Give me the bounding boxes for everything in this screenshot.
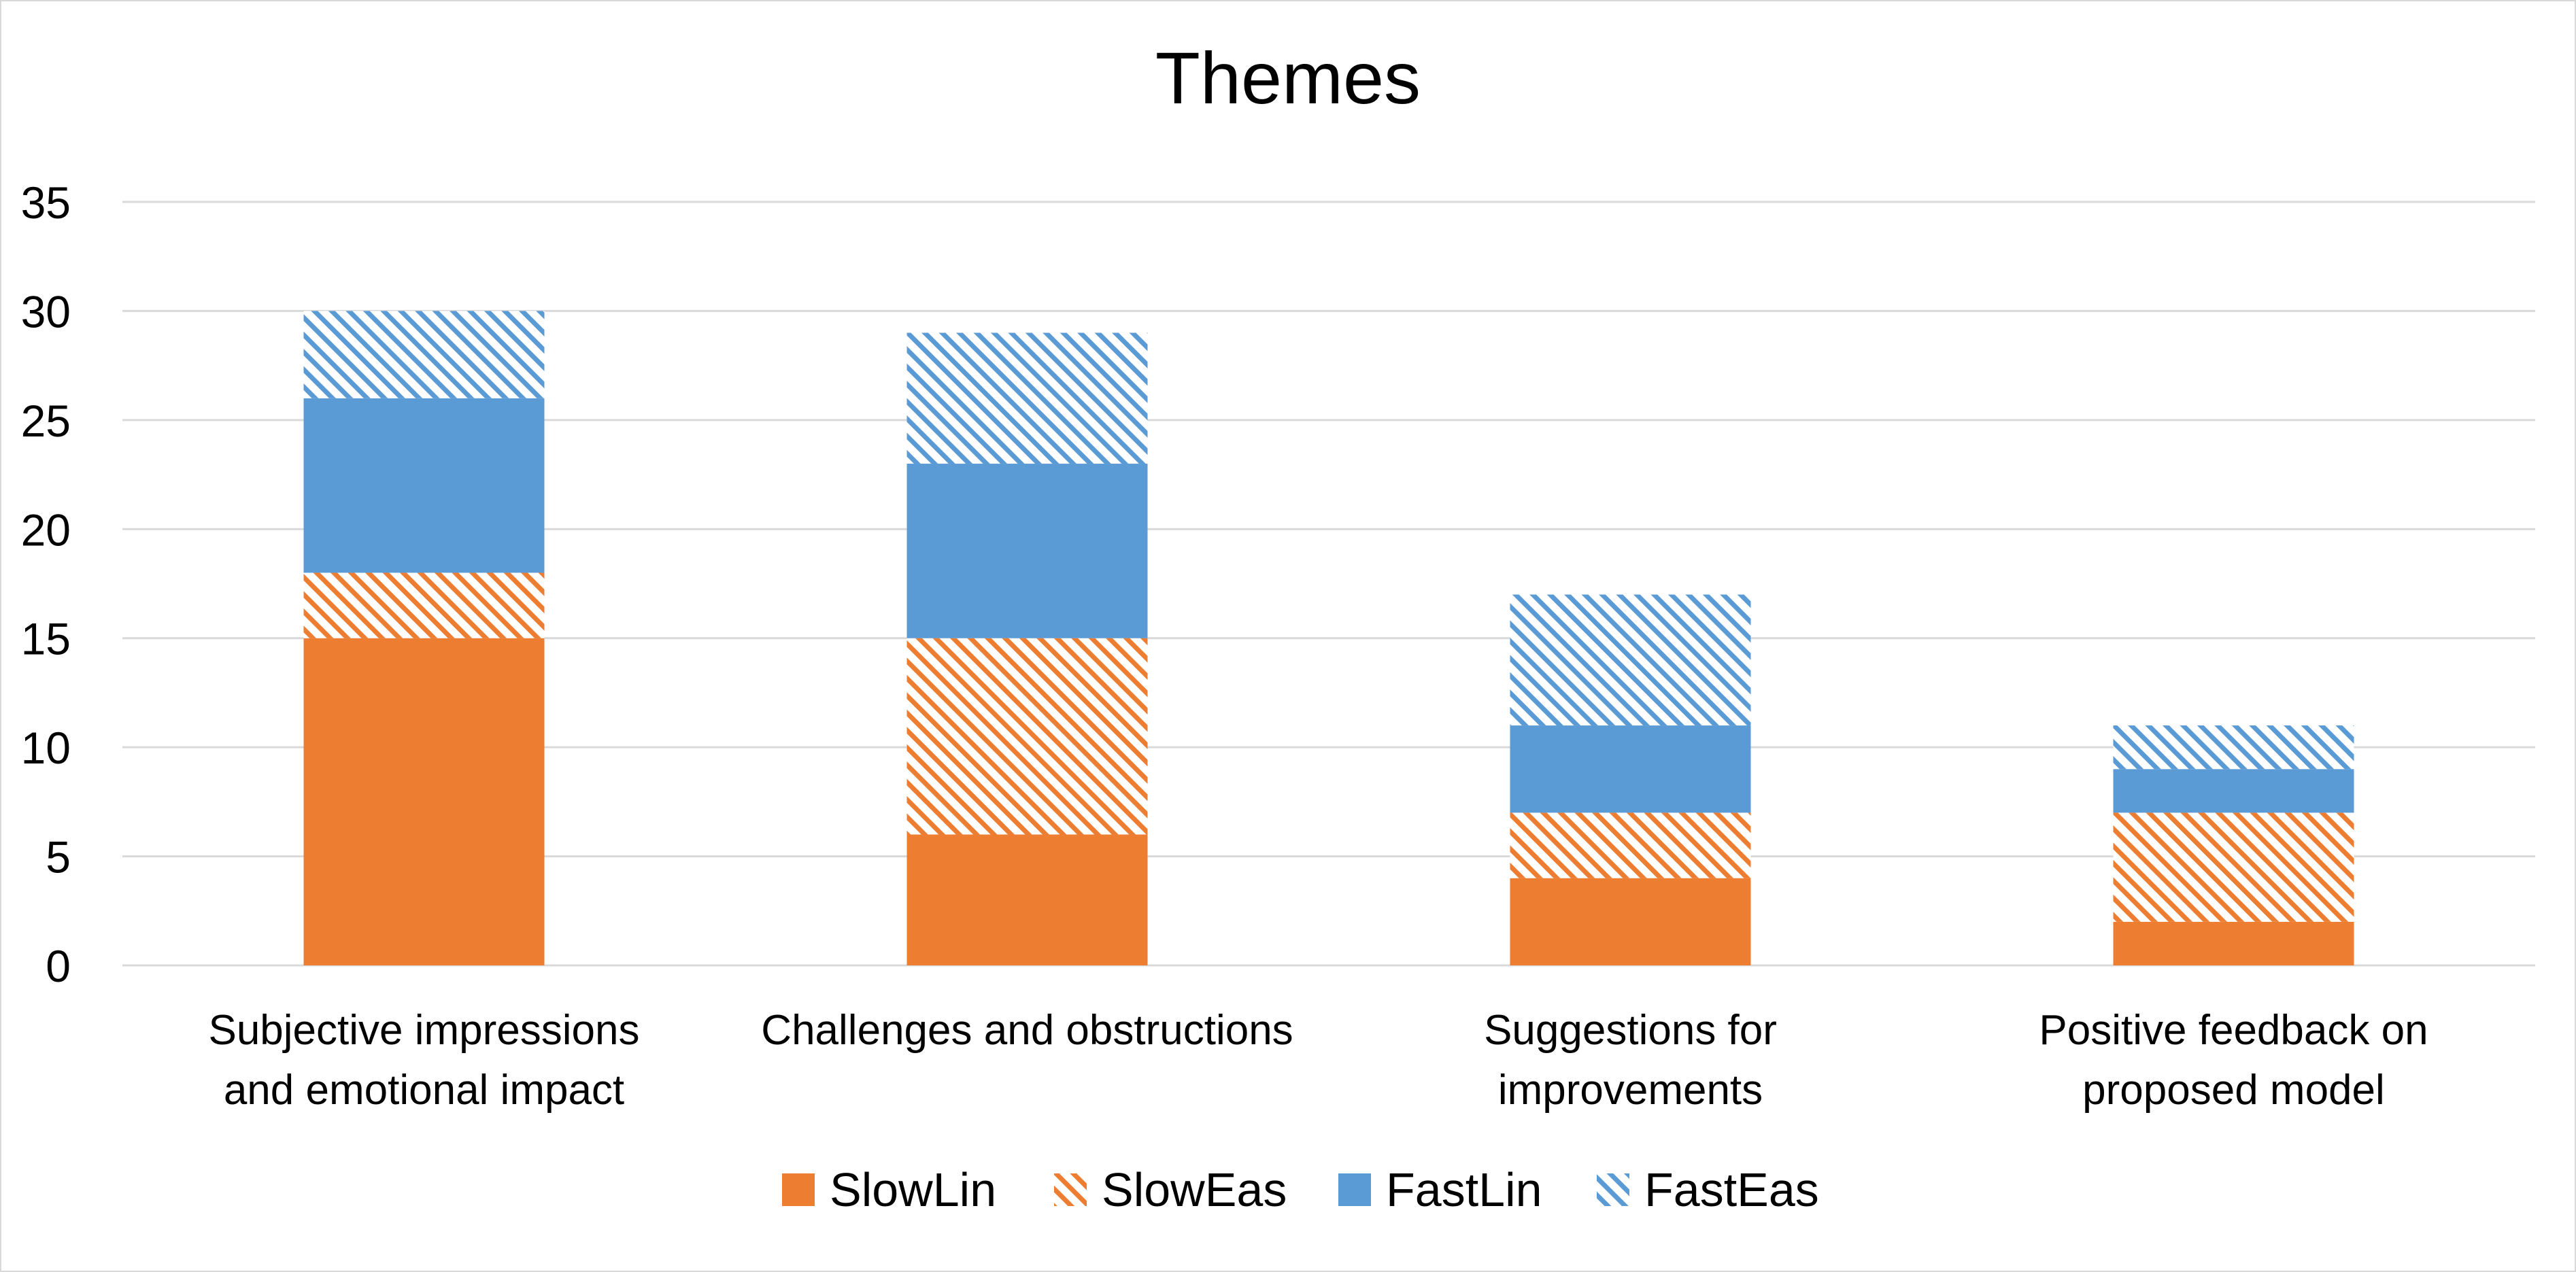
x-category-label: improvements <box>1498 1067 1763 1114</box>
bar-segment-fastlin <box>2113 769 2354 813</box>
bar-segment-sloweas <box>303 572 545 638</box>
bar-segment-fastlin <box>1510 725 1751 813</box>
legend-label: FastEas <box>1644 1163 1819 1216</box>
legend: SlowLin SlowEas FastLin FastEas <box>782 1163 1819 1216</box>
y-tick-label: 20 <box>21 504 71 555</box>
bar-segment-sloweas <box>1510 812 1751 878</box>
bar-segment-fasteas <box>2113 725 2354 770</box>
y-tick-label: 5 <box>46 832 71 882</box>
x-category-label: Challenges and obstructions <box>761 1007 1293 1054</box>
legend-swatch <box>1338 1173 1371 1206</box>
x-category-label: Suggestions for <box>1484 1007 1777 1054</box>
bar-segment-fastlin <box>303 398 545 573</box>
bars <box>303 311 2354 965</box>
y-tick-label: 25 <box>21 396 71 446</box>
y-tick-label: 30 <box>21 286 71 337</box>
x-axis-category-labels: Subjective impressions and emotional impa… <box>208 1007 2428 1114</box>
legend-item-fastlin[interactable]: FastLin <box>1338 1163 1542 1216</box>
legend-item-slowlin[interactable]: SlowLin <box>782 1163 996 1216</box>
bar-segment-slowlin <box>1510 878 1751 965</box>
y-tick-label: 15 <box>21 614 71 664</box>
bar-segment-fasteas <box>1510 594 1751 726</box>
bar-segment-slowlin <box>2113 921 2354 965</box>
y-tick-label: 10 <box>21 723 71 773</box>
legend-label: SlowLin <box>830 1163 996 1216</box>
x-category-label: proposed model <box>2082 1067 2385 1114</box>
legend-label: FastLin <box>1386 1163 1542 1216</box>
bar-segment-slowlin <box>303 638 545 965</box>
chart-title: Themes <box>1155 37 1421 119</box>
y-axis-tick-labels: 0 5 10 15 20 25 30 35 <box>21 177 71 991</box>
legend-swatch <box>1597 1173 1629 1206</box>
legend-swatch <box>782 1173 815 1206</box>
bar-segment-fasteas <box>906 332 1148 464</box>
y-tick-label: 0 <box>46 941 71 991</box>
legend-label: SlowEas <box>1102 1163 1287 1216</box>
bar-segment-fastlin <box>906 464 1148 638</box>
bar-segment-sloweas <box>2113 812 2354 922</box>
x-category-label: and emotional impact <box>224 1067 624 1114</box>
bar-segment-sloweas <box>906 638 1148 835</box>
x-category-label: Subjective impressions <box>208 1007 639 1054</box>
bar-segment-slowlin <box>906 834 1148 965</box>
legend-item-sloweas[interactable]: SlowEas <box>1054 1163 1287 1216</box>
legend-item-fasteas[interactable]: FastEas <box>1597 1163 1819 1216</box>
x-category-label: Positive feedback on <box>2039 1007 2428 1054</box>
legend-swatch <box>1054 1173 1087 1206</box>
bar-segment-fasteas <box>303 311 545 398</box>
y-tick-label: 35 <box>21 177 71 228</box>
